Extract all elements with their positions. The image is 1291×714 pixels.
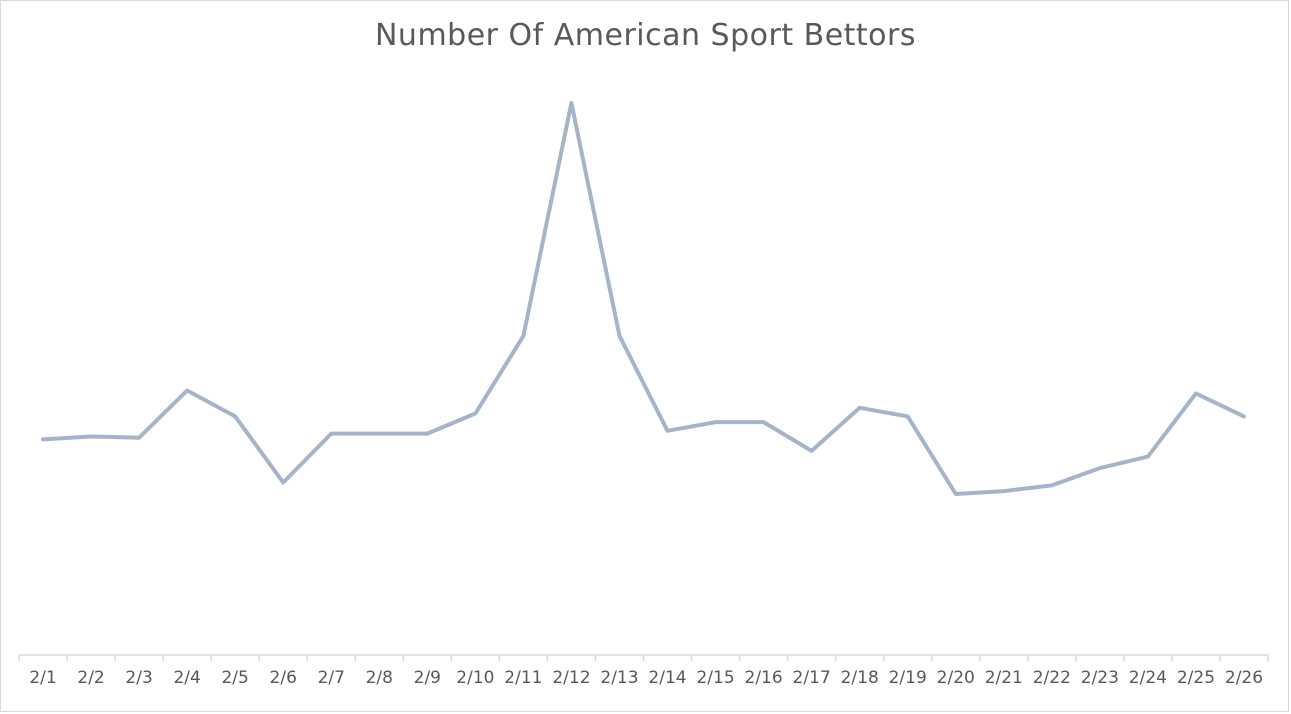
data-point — [810, 449, 814, 453]
x-tick-label: 2/3 — [125, 668, 152, 688]
data-point — [89, 435, 93, 439]
x-tick-label: 2/15 — [696, 668, 734, 688]
data-point — [666, 429, 670, 433]
x-tick-label: 2/21 — [985, 668, 1023, 688]
x-tick-label: 2/26 — [1225, 668, 1263, 688]
data-point — [762, 420, 766, 424]
data-point — [714, 420, 718, 424]
x-tick-label: 2/7 — [318, 668, 345, 688]
x-tick-label: 2/13 — [600, 668, 638, 688]
x-tick-label: 2/2 — [77, 668, 104, 688]
x-tick-label: 2/1 — [29, 668, 56, 688]
data-point — [377, 432, 381, 436]
x-tick-label: 2/20 — [937, 668, 975, 688]
x-tick-label: 2/10 — [456, 668, 494, 688]
data-point — [185, 389, 189, 393]
x-tick-label: 2/5 — [221, 668, 248, 688]
x-tick-label: 2/24 — [1129, 668, 1167, 688]
data-point — [473, 412, 477, 416]
x-tick-label: 2/6 — [270, 668, 297, 688]
x-tick-label: 2/22 — [1033, 668, 1071, 688]
data-point — [858, 406, 862, 410]
x-tick-label: 2/18 — [841, 668, 879, 688]
data-point — [906, 414, 910, 418]
data-point — [281, 481, 285, 485]
x-tick-label: 2/16 — [745, 668, 783, 688]
data-point — [425, 432, 429, 436]
data-point — [1002, 489, 1006, 493]
series-layer — [41, 101, 1246, 496]
x-axis — [18, 654, 1269, 661]
x-tick-label: 2/19 — [889, 668, 927, 688]
x-tick-label: 2/12 — [552, 668, 590, 688]
data-point — [954, 492, 958, 496]
data-point — [569, 101, 573, 105]
x-tick-label: 2/14 — [648, 668, 686, 688]
data-point — [233, 414, 237, 418]
series-line — [41, 101, 1246, 496]
data-point — [1098, 466, 1102, 470]
x-tick-label: 2/25 — [1177, 668, 1215, 688]
data-point — [1242, 414, 1246, 418]
x-tick-labels: 2/1 2/2 2/3 2/4 2/5 2/6 2/7 2/8 2/9 2/10 2/11 2/12 2… — [29, 668, 1263, 688]
data-point — [521, 334, 525, 338]
data-point — [137, 436, 141, 440]
x-tick-label: 2/17 — [793, 668, 831, 688]
x-tick-label: 2/8 — [366, 668, 393, 688]
data-point — [41, 437, 45, 441]
x-tick-label: 2/11 — [504, 668, 542, 688]
data-point — [329, 432, 333, 436]
x-tick-label: 2/9 — [414, 668, 441, 688]
data-point — [1146, 455, 1150, 459]
data-point — [1050, 483, 1054, 487]
data-point — [617, 334, 621, 338]
x-tick-label: 2/4 — [173, 668, 200, 688]
data-point — [1194, 391, 1198, 395]
chart-title: Number Of American Sport Bettors — [374, 18, 916, 53]
x-tick-label: 2/23 — [1081, 668, 1119, 688]
